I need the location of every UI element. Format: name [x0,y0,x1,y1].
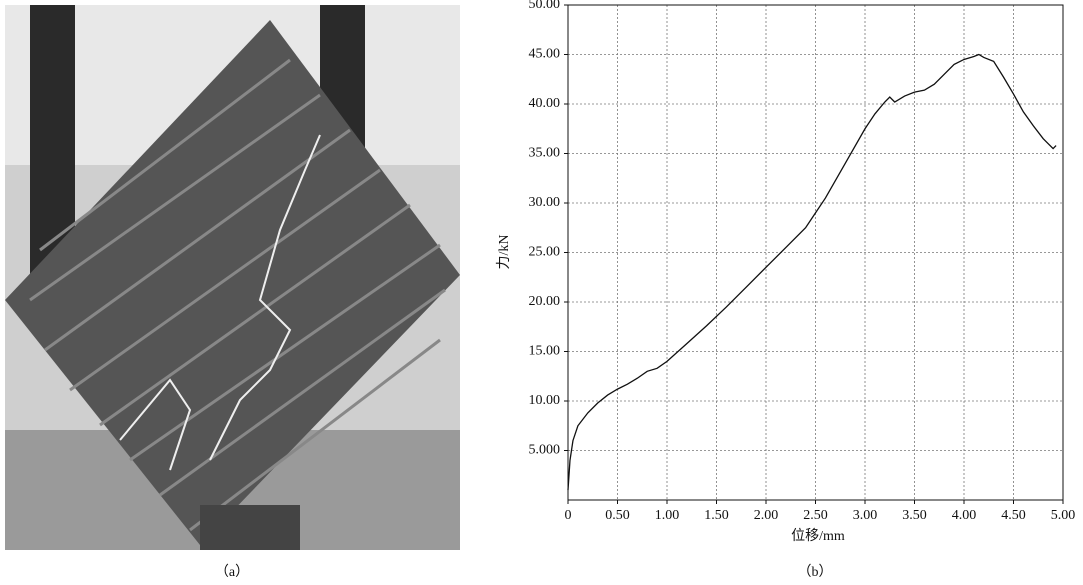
y-tick-label: 20.00 [529,294,561,309]
y-tick-label: 25.00 [529,245,561,260]
plot-frame [567,4,1064,501]
x-tick-label: 2.50 [803,508,828,523]
y-tick-label: 40.00 [529,96,561,111]
y-tick-label: 15.00 [529,344,561,359]
x-tick-label: 1.50 [704,508,729,523]
y-tick-label: 50.00 [529,0,561,12]
x-tick-label: 1.00 [655,508,680,523]
caption: （b） [798,564,833,580]
x-tick-label: 3.00 [853,508,878,523]
y-tick-label: 10.00 [529,393,561,408]
x-tick-label: 2.00 [754,508,779,523]
x-tick-label: 0 [565,508,572,523]
x-tick-label: 5.00 [1051,508,1076,523]
y-tick-label: 30.00 [529,195,561,210]
x-tick-label: 3.50 [902,508,927,523]
y-tick-label: 35.00 [529,146,561,161]
y-tick-label: 5.000 [529,443,561,458]
y-tick-label: 45.00 [529,47,561,62]
x-tick-label: 4.50 [1001,508,1026,523]
caption: （a） [215,564,249,580]
photo [5,5,460,550]
x-tick-label: 4.00 [952,508,977,523]
data-line [567,53,1057,491]
y-axis-label: 力/kN [496,235,512,270]
x-tick-label: 0.50 [605,508,630,523]
x-axis-label: 位移/mm [791,528,845,544]
